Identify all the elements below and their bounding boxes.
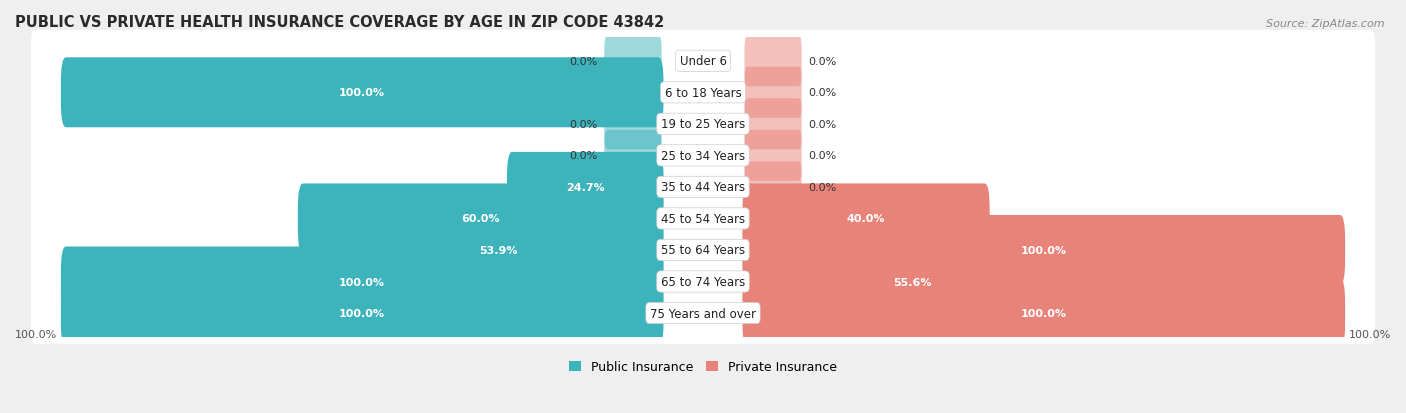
FancyBboxPatch shape xyxy=(31,62,1375,124)
FancyBboxPatch shape xyxy=(60,58,664,128)
Text: 100.0%: 100.0% xyxy=(339,88,385,98)
FancyBboxPatch shape xyxy=(744,99,801,150)
FancyBboxPatch shape xyxy=(31,157,1375,218)
Text: Under 6: Under 6 xyxy=(679,55,727,68)
Text: 0.0%: 0.0% xyxy=(569,119,598,130)
Text: 60.0%: 60.0% xyxy=(461,214,501,224)
FancyBboxPatch shape xyxy=(744,36,801,87)
Text: 53.9%: 53.9% xyxy=(479,245,517,255)
Text: 0.0%: 0.0% xyxy=(808,57,837,66)
Text: 55.6%: 55.6% xyxy=(893,277,932,287)
FancyBboxPatch shape xyxy=(605,131,662,181)
Text: 65 to 74 Years: 65 to 74 Years xyxy=(661,275,745,288)
FancyBboxPatch shape xyxy=(744,131,801,181)
FancyBboxPatch shape xyxy=(60,278,664,348)
FancyBboxPatch shape xyxy=(742,216,1346,285)
Text: 100.0%: 100.0% xyxy=(1348,330,1391,339)
Text: 100.0%: 100.0% xyxy=(339,308,385,318)
FancyBboxPatch shape xyxy=(742,278,1346,348)
Text: 100.0%: 100.0% xyxy=(1021,245,1067,255)
Text: 35 to 44 Years: 35 to 44 Years xyxy=(661,181,745,194)
Text: 25 to 34 Years: 25 to 34 Years xyxy=(661,150,745,162)
FancyBboxPatch shape xyxy=(31,282,1375,344)
FancyBboxPatch shape xyxy=(744,162,801,213)
Text: 100.0%: 100.0% xyxy=(1021,308,1067,318)
Text: 75 Years and over: 75 Years and over xyxy=(650,307,756,320)
Text: Source: ZipAtlas.com: Source: ZipAtlas.com xyxy=(1267,19,1385,28)
Text: 0.0%: 0.0% xyxy=(808,119,837,130)
FancyBboxPatch shape xyxy=(605,36,662,87)
FancyBboxPatch shape xyxy=(605,99,662,150)
FancyBboxPatch shape xyxy=(31,31,1375,93)
FancyBboxPatch shape xyxy=(508,152,664,222)
FancyBboxPatch shape xyxy=(31,220,1375,281)
FancyBboxPatch shape xyxy=(298,184,664,254)
Text: 55 to 64 Years: 55 to 64 Years xyxy=(661,244,745,257)
Text: PUBLIC VS PRIVATE HEALTH INSURANCE COVERAGE BY AGE IN ZIP CODE 43842: PUBLIC VS PRIVATE HEALTH INSURANCE COVER… xyxy=(15,15,664,30)
Text: 45 to 54 Years: 45 to 54 Years xyxy=(661,212,745,225)
Text: 100.0%: 100.0% xyxy=(15,330,58,339)
FancyBboxPatch shape xyxy=(31,125,1375,187)
Text: 24.7%: 24.7% xyxy=(565,183,605,192)
FancyBboxPatch shape xyxy=(335,216,664,285)
Text: 100.0%: 100.0% xyxy=(339,277,385,287)
FancyBboxPatch shape xyxy=(31,94,1375,155)
Text: 0.0%: 0.0% xyxy=(569,57,598,66)
FancyBboxPatch shape xyxy=(31,188,1375,250)
FancyBboxPatch shape xyxy=(742,184,990,254)
Text: 0.0%: 0.0% xyxy=(808,88,837,98)
FancyBboxPatch shape xyxy=(742,247,1083,317)
Text: 0.0%: 0.0% xyxy=(569,151,598,161)
FancyBboxPatch shape xyxy=(60,247,664,317)
FancyBboxPatch shape xyxy=(744,68,801,119)
Legend: Public Insurance, Private Insurance: Public Insurance, Private Insurance xyxy=(564,356,842,378)
Text: 40.0%: 40.0% xyxy=(846,214,886,224)
Text: 0.0%: 0.0% xyxy=(808,151,837,161)
Text: 0.0%: 0.0% xyxy=(808,183,837,192)
FancyBboxPatch shape xyxy=(31,251,1375,313)
Text: 6 to 18 Years: 6 to 18 Years xyxy=(665,87,741,100)
Text: 19 to 25 Years: 19 to 25 Years xyxy=(661,118,745,131)
